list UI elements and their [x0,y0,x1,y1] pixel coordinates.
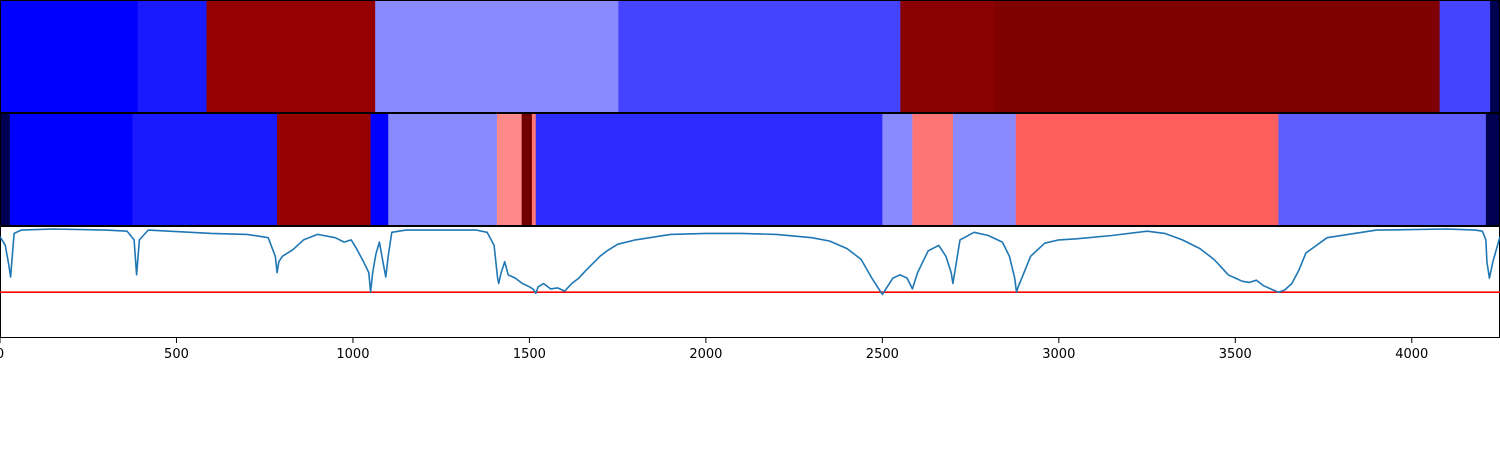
bottom-band-segment [277,114,371,225]
top-band-segment [0,1,139,112]
x-tick-label: 2500 [866,347,899,362]
bottom-band-segment [1485,114,1500,225]
bottom-band-segment [952,114,1017,225]
x-tick-label: 4000 [1395,347,1428,362]
x-tick-label: 1000 [336,347,369,362]
bottom-band-segment [535,114,883,225]
x-tick-label: 0 [0,347,4,362]
top-band-segment [900,1,995,112]
x-tick-label: 1500 [513,347,546,362]
bottom-band-segment [9,114,133,225]
top-band-segment [137,1,207,112]
bottom-color-band [0,114,1500,225]
bottom-band-segment [531,114,537,225]
bottom-band-segment [1015,114,1279,225]
bottom-band-segment [0,114,11,225]
top-band-segment [1490,1,1500,112]
bottom-band-segment [496,114,523,225]
top-band-segment [206,1,376,112]
top-band-segment [618,1,901,112]
x-tick-label: 3000 [1042,347,1075,362]
x-tick-label: 2000 [689,347,722,362]
spectrum-line [0,228,1500,296]
spectrum-panel [0,226,1500,338]
bottom-band-segment [521,114,533,225]
x-tick-label: 3500 [1219,347,1252,362]
x-axis: 0 500 1000 1500 2000 2500 3000 3500 4000 [0,338,1428,362]
bottom-band-segment [132,114,278,225]
top-band-segment [375,1,619,112]
bottom-band-segment [388,114,498,225]
x-tick-label: 500 [164,347,189,362]
spectrum-panel-frame [0,226,1500,338]
bottom-band-segment [370,114,389,225]
bottom-band-segment [1278,114,1487,225]
top-band-segment [1439,1,1491,112]
top-color-band [0,1,1500,112]
bottom-band-segment [912,114,954,225]
top-band-segment [994,1,1441,112]
bottom-band-segment [882,114,913,225]
